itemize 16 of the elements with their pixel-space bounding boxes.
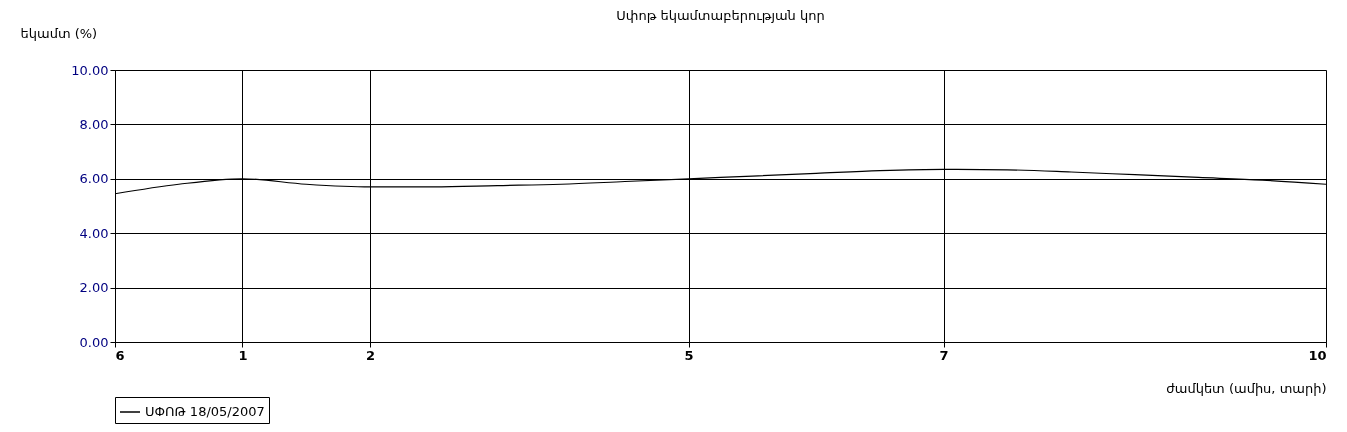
y-tick-label: 6.00 xyxy=(79,171,109,187)
x-tick-label: 2 xyxy=(365,347,375,363)
y-tick-label: 8.00 xyxy=(79,116,109,132)
x-tick-label: 5 xyxy=(684,347,694,363)
y-axis-title: եկամտ (%) xyxy=(20,25,98,41)
y-tick-label: 10.00 xyxy=(71,62,109,78)
x-tick-label: 1 xyxy=(238,347,248,363)
y-tick-label: 0.00 xyxy=(79,334,109,350)
x-tick-label: 10 xyxy=(1308,347,1327,363)
legend-label: ՍՓՈԹ 18/05/2007 xyxy=(145,404,265,419)
x-axis-title: ժամկետ (ամիս, տարի) xyxy=(1166,380,1327,396)
x-tick-label: 7 xyxy=(939,347,949,363)
chart-title: Սփոթ եկամտաբերության կոր xyxy=(616,8,825,23)
x-tick-label: 6 xyxy=(115,347,125,363)
y-tick-label: 4.00 xyxy=(79,225,109,241)
y-tick-label: 2.00 xyxy=(79,280,109,296)
